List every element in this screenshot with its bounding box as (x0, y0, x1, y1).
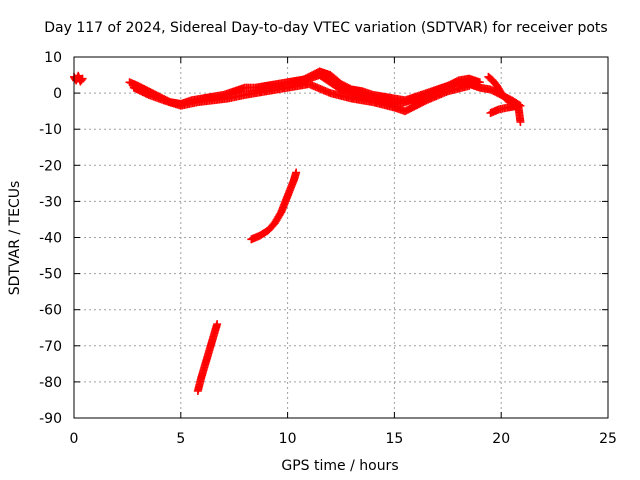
data-points (70, 67, 525, 395)
y-axis-title: SDTVAR / TECUs (7, 181, 23, 296)
y-tick-label: -70 (39, 339, 62, 355)
y-tick-label: -20 (39, 158, 62, 174)
data-point (213, 320, 222, 329)
y-tick-label: -40 (39, 231, 62, 247)
x-tick-label: 5 (176, 431, 185, 447)
x-tick-label: 0 (70, 431, 79, 447)
x-tick-label: 25 (599, 431, 617, 447)
y-tick-label: -30 (39, 194, 62, 210)
y-tick-label: 0 (53, 86, 62, 102)
y-tick-label: -90 (39, 411, 62, 427)
x-tick-label: 20 (492, 431, 510, 447)
y-tick-label: -80 (39, 375, 62, 391)
data-point (516, 117, 525, 126)
plot-frame (73, 56, 609, 419)
data-point (465, 81, 474, 90)
x-tick-label: 15 (385, 431, 403, 447)
axis-ticks: 0 5 10 15 20 25 10 0 -10 -20 -30 -40 -50 -60 -70 -80 -90 (39, 50, 617, 447)
series-5 (486, 101, 525, 126)
y-tick-label: -60 (39, 303, 62, 319)
x-axis-title: GPS time / hours (281, 458, 398, 474)
data-point (78, 74, 87, 83)
chart-title: Day 117 of 2024, Sidereal Day-to-day VTE… (44, 20, 607, 36)
y-tick-label: -50 (39, 267, 62, 283)
series-2 (129, 80, 474, 116)
y-tick-label: 10 (44, 50, 62, 66)
series-3 (294, 67, 484, 105)
data-point (292, 168, 301, 177)
data-point (475, 78, 484, 87)
grid (74, 57, 608, 418)
series-6 (247, 168, 301, 244)
x-tick-label: 10 (279, 431, 297, 447)
y-tick-label: -10 (39, 122, 62, 138)
series-7 (193, 320, 222, 395)
